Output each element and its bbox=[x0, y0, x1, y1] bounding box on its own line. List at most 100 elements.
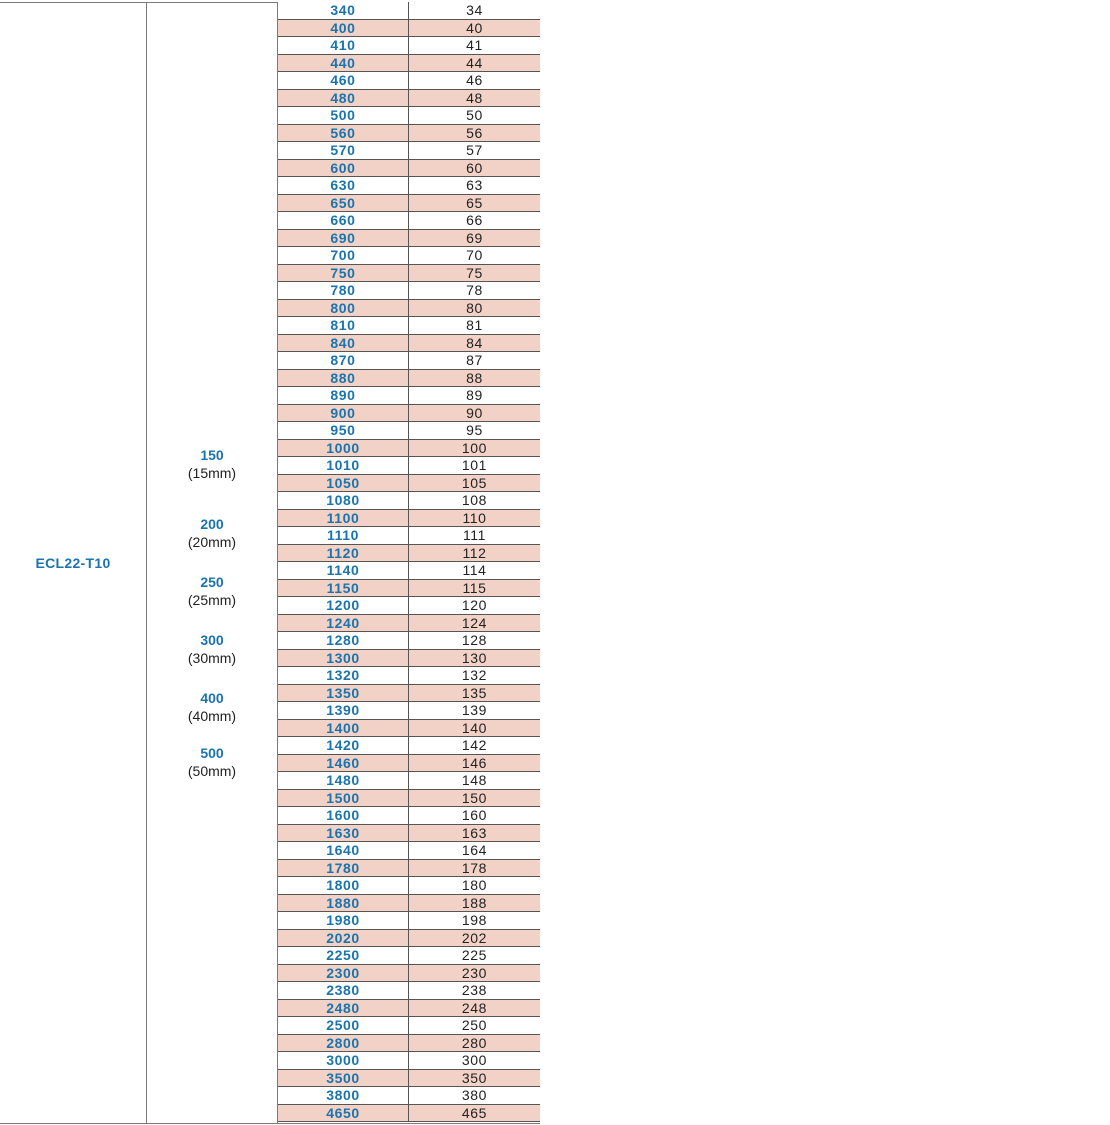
length-cell: 2500 bbox=[278, 1017, 409, 1034]
teeth-cell: 250 bbox=[461, 1017, 488, 1033]
length-cell: 890 bbox=[278, 387, 409, 404]
length-cell: 810 bbox=[278, 317, 409, 334]
table-row: 3800 380 bbox=[278, 1087, 540, 1105]
length-cell: 3800 bbox=[278, 1087, 409, 1104]
length-cell: 1200 bbox=[278, 597, 409, 614]
table-row: 1120 112 bbox=[278, 544, 540, 562]
table-row: 800 80 bbox=[278, 299, 540, 317]
length-cell: 700 bbox=[278, 247, 409, 264]
length-cell: 1050 bbox=[278, 474, 409, 491]
table-row: 1500 150 bbox=[278, 789, 540, 807]
teeth-cell: 80 bbox=[466, 299, 483, 316]
teeth-cell: 350 bbox=[461, 1069, 488, 1086]
length-cell: 4650 bbox=[278, 1104, 409, 1121]
teeth-cell: 124 bbox=[461, 614, 488, 631]
length-cell: 1980 bbox=[278, 912, 409, 929]
pitch-value: 500 bbox=[200, 745, 224, 761]
length-cell: 500 bbox=[278, 107, 409, 124]
table-row: 1480 148 bbox=[278, 772, 540, 790]
length-cell: 3000 bbox=[278, 1052, 409, 1069]
teeth-cell: 75 bbox=[466, 264, 483, 281]
table-row: 400 40 bbox=[278, 19, 540, 37]
length-cell: 900 bbox=[278, 404, 409, 421]
length-cell: 2800 bbox=[278, 1034, 409, 1051]
table-row: 1390 139 bbox=[278, 702, 540, 720]
pitch-mm: (30mm) bbox=[187, 650, 237, 666]
length-cell: 1460 bbox=[278, 754, 409, 771]
teeth-cell: 188 bbox=[461, 894, 488, 911]
length-cell: 1100 bbox=[278, 509, 409, 526]
teeth-cell: 63 bbox=[466, 177, 483, 193]
table-row: 2250 225 bbox=[278, 947, 540, 965]
teeth-cell: 146 bbox=[461, 754, 488, 771]
teeth-cell: 105 bbox=[461, 474, 488, 491]
table-row: 950 95 bbox=[278, 422, 540, 440]
table-bottom-border bbox=[0, 1123, 540, 1124]
teeth-cell: 50 bbox=[466, 107, 483, 123]
teeth-cell: 148 bbox=[461, 772, 488, 788]
table-row: 410 41 bbox=[278, 37, 540, 55]
pitch-option: 150 (15mm) bbox=[147, 447, 277, 483]
table-row: 2020 202 bbox=[278, 929, 540, 947]
pitch-option: 200 (20mm) bbox=[147, 516, 277, 552]
length-cell: 3500 bbox=[278, 1069, 409, 1086]
teeth-cell: 110 bbox=[462, 509, 487, 526]
pitch-option: 250 (25mm) bbox=[147, 574, 277, 610]
length-cell: 660 bbox=[278, 212, 409, 229]
teeth-cell: 180 bbox=[461, 877, 488, 893]
length-cell: 1320 bbox=[278, 667, 409, 684]
length-cell: 1400 bbox=[278, 719, 409, 736]
length-cell: 600 bbox=[278, 159, 409, 176]
length-cell: 1600 bbox=[278, 807, 409, 824]
teeth-cell: 139 bbox=[461, 702, 488, 718]
teeth-cell: 198 bbox=[461, 912, 488, 928]
length-cell: 1010 bbox=[278, 457, 409, 474]
teeth-cell: 225 bbox=[461, 947, 488, 963]
length-cell: 2380 bbox=[278, 982, 409, 999]
teeth-cell: 140 bbox=[461, 719, 488, 736]
pitch-option: 300 (30mm) bbox=[147, 632, 277, 668]
table-row: 1630 163 bbox=[278, 824, 540, 842]
length-cell: 1500 bbox=[278, 789, 409, 806]
length-cell: 1120 bbox=[278, 544, 409, 561]
length-cell: 1150 bbox=[278, 579, 409, 596]
teeth-cell: 56 bbox=[466, 124, 483, 141]
table-row: 1600 160 bbox=[278, 807, 540, 825]
table-row: 1320 132 bbox=[278, 667, 540, 685]
table-row: 2500 250 bbox=[278, 1017, 540, 1035]
table-row: 1150 115 bbox=[278, 579, 540, 597]
table-row: 650 65 bbox=[278, 194, 540, 212]
teeth-cell: 238 bbox=[461, 982, 488, 998]
teeth-cell: 60 bbox=[466, 159, 483, 176]
length-cell: 840 bbox=[278, 334, 409, 351]
pitch-value: 150 bbox=[200, 447, 224, 463]
table-row: 810 81 bbox=[278, 317, 540, 335]
length-cell: 690 bbox=[278, 229, 409, 246]
teeth-cell: 44 bbox=[466, 54, 483, 71]
table-row: 1980 198 bbox=[278, 912, 540, 930]
teeth-cell: 178 bbox=[461, 859, 488, 876]
table-row: 1460 146 bbox=[278, 754, 540, 772]
pitch-option: 400 (40mm) bbox=[147, 690, 277, 726]
teeth-cell: 89 bbox=[466, 387, 483, 403]
length-cell: 870 bbox=[278, 352, 409, 369]
table-row: 780 78 bbox=[278, 282, 540, 300]
table-row: 890 89 bbox=[278, 387, 540, 405]
pitch-mm: (25mm) bbox=[187, 592, 237, 608]
length-cell: 340 bbox=[278, 2, 409, 19]
table-row: 1080 108 bbox=[278, 492, 540, 510]
table-row: 3500 350 bbox=[278, 1069, 540, 1087]
teeth-cell: 160 bbox=[461, 807, 488, 823]
pitch-mm: (50mm) bbox=[187, 763, 237, 779]
teeth-cell: 95 bbox=[466, 422, 483, 438]
table-row: 660 66 bbox=[278, 212, 540, 230]
length-cell: 1350 bbox=[278, 684, 409, 701]
teeth-cell: 465 bbox=[461, 1104, 488, 1121]
length-cell: 1140 bbox=[278, 562, 409, 579]
teeth-cell: 87 bbox=[466, 352, 483, 368]
belt-length-table: ECL22-T10 150 (15mm) 200 (20mm) 250 (25m… bbox=[0, 2, 540, 1124]
pitch-value: 250 bbox=[200, 574, 224, 590]
length-cell: 1630 bbox=[278, 824, 409, 841]
length-cell: 1080 bbox=[278, 492, 409, 509]
teeth-cell: 41 bbox=[466, 37, 483, 53]
